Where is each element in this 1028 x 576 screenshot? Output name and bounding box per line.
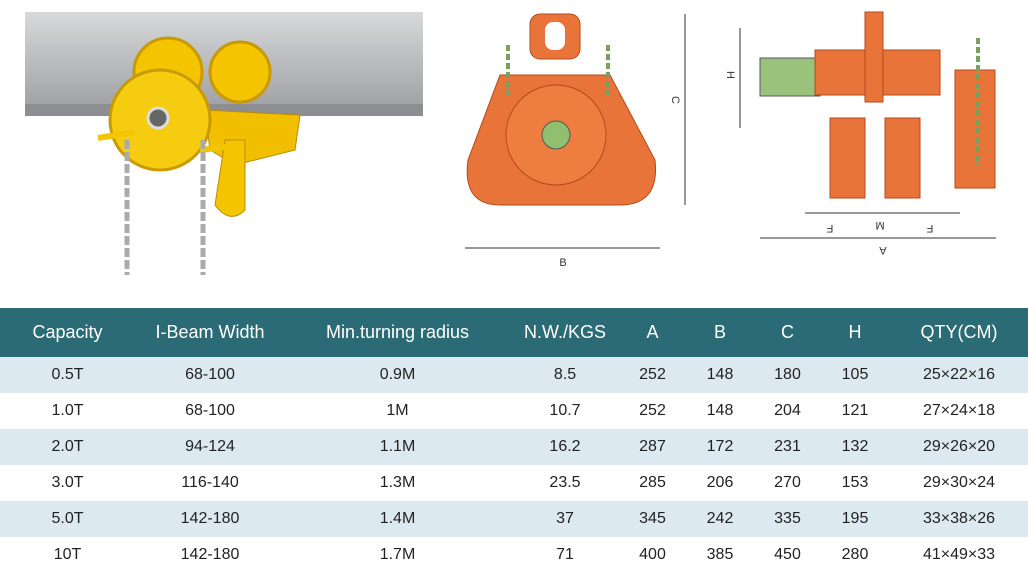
dimension-label: F (926, 222, 933, 234)
spec-table: Capacity I-Beam Width Min.turning radius N.… (0, 308, 1028, 573)
table-row: 3.0T 116-140 1.3M 23.5 285 206 270 153 29×30×24 (0, 465, 1028, 501)
table-cell: 132 (820, 429, 890, 465)
table-cell: 204 (774, 402, 801, 419)
table-cell: 33×38×26 (890, 501, 1028, 537)
table-cell: 335 (755, 501, 820, 537)
table-cell: 0.5T (0, 357, 135, 393)
table-cell: 29×30×24 (922, 474, 996, 491)
table-cell: 5.0T (0, 501, 135, 537)
table-cell: 10.7 (549, 402, 581, 419)
dimension-label: M (875, 219, 884, 231)
table-cell: 148 (706, 402, 734, 419)
table-cell: 121 (841, 402, 869, 419)
table-cell: 10T (53, 546, 82, 563)
table-cell: 23.5 (549, 474, 581, 491)
table-cell: 41×49×33 (922, 546, 996, 563)
table-body: 0.5T 68-100 0.9M 8.5 252 148 180 105 25×22×16 1.0… (0, 357, 1028, 573)
table-row: 2.0T 94-124 1.1M 16.2 287 172 231 132 29×26×20 (0, 429, 1028, 465)
product-photo (25, 12, 423, 275)
table-row: 1.0T 68-100 1M 10.7 252 148 204 121 27×24×18 (0, 393, 1028, 429)
table-cell: 345 (620, 501, 685, 537)
header-cell: Capacity (0, 308, 135, 357)
table-cell: 3.0T (51, 474, 84, 491)
header-cell: H (820, 308, 890, 357)
table-cell: 2.0T (0, 429, 135, 465)
header-row: Capacity I-Beam Width Min.turning radius N.… (0, 308, 1028, 357)
header-cell: Min.turning radius (285, 308, 510, 357)
table-cell: 242 (685, 501, 755, 537)
table-cell: 16.2 (510, 429, 620, 465)
table-cell: 195 (820, 501, 890, 537)
table-cell: 142-180 (135, 501, 285, 537)
table-cell: 148 (685, 357, 755, 393)
table-cell: 400 (639, 546, 666, 563)
table-cell: 0.9M (285, 357, 510, 393)
table-cell: 1.1M (285, 429, 510, 465)
table-cell: 68-100 (135, 357, 285, 393)
table-cell: 285 (639, 474, 666, 491)
table-cell: 27×24×18 (922, 402, 996, 419)
table-cell: 280 (841, 546, 869, 563)
table-cell: 270 (774, 474, 801, 491)
table-cell: 116-140 (181, 474, 239, 491)
illustrations: C B H F M F A (25, 11, 996, 275)
table-cell: 252 (620, 357, 685, 393)
table-cell: 29×26×20 (890, 429, 1028, 465)
table-cell: 94-124 (135, 429, 285, 465)
dimension-label: F (826, 222, 833, 234)
table-cell: 68-100 (185, 402, 235, 419)
table-cell: 105 (820, 357, 890, 393)
table-cell: 206 (706, 474, 734, 491)
front-diagram: C B (465, 13, 686, 269)
table-row: 10T 142-180 1.7M 71 400 385 450 280 41×49×33 (0, 537, 1028, 573)
dimension-label: H (724, 71, 736, 79)
table-cell: 25×22×16 (890, 357, 1028, 393)
side-diagram: H F M F A (724, 11, 996, 256)
dimension-label: B (559, 257, 566, 269)
table-cell: 180 (755, 357, 820, 393)
table-cell: 252 (639, 402, 666, 419)
header-cell: QTY(CM) (890, 308, 1028, 357)
table-cell: 172 (685, 429, 755, 465)
dimension-label: C (669, 96, 681, 104)
table-row: 0.5T 68-100 0.9M 8.5 252 148 180 105 25×22×16 (0, 357, 1028, 393)
table-cell: 8.5 (510, 357, 620, 393)
table-cell: 142-180 (180, 546, 240, 563)
table-cell: 450 (774, 546, 801, 563)
table-cell: 1M (386, 402, 409, 419)
table-cell: 385 (706, 546, 734, 563)
dimension-label: A (879, 244, 887, 256)
header-cell: I-Beam Width (135, 308, 285, 357)
table-cell: 1.7M (379, 546, 416, 563)
table-cell: 1.3M (379, 474, 416, 491)
table-cell: 231 (755, 429, 820, 465)
header-cell: N.W./KGS (510, 308, 620, 357)
table-row: 5.0T 142-180 1.4M 37 345 242 335 195 33×38×26 (0, 501, 1028, 537)
header-cell: B (685, 308, 755, 357)
header-cell: C (755, 308, 820, 357)
table-cell: 1.0T (51, 402, 84, 419)
table-cell: 71 (556, 546, 574, 563)
table-cell: 153 (841, 474, 869, 491)
table-cell: 37 (510, 501, 620, 537)
table-cell: 287 (620, 429, 685, 465)
header-cell: A (620, 308, 685, 357)
table-cell: 1.4M (285, 501, 510, 537)
